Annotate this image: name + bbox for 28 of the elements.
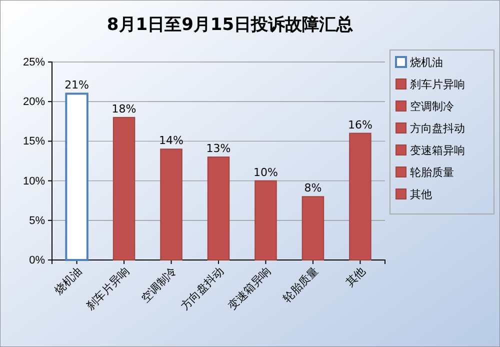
- x-tick-label: 烧机油: [52, 264, 85, 298]
- y-tick-label: 0%: [29, 254, 46, 267]
- data-label: 14%: [159, 134, 184, 148]
- category-label: 变速箱异响: [410, 144, 465, 157]
- y-tick-label: 15%: [22, 136, 46, 148]
- category-label: 其他: [410, 188, 432, 201]
- data-label: 13%: [206, 142, 231, 156]
- data-label: 21%: [64, 78, 90, 92]
- x-tick-label: 空调制冷: [138, 264, 180, 305]
- x-tick-label: 变速箱异响: [225, 264, 274, 313]
- data-label: 8%: [304, 182, 322, 195]
- data-label: 18%: [112, 102, 136, 116]
- category-label: 空调制冷: [410, 100, 454, 113]
- y-tick-label: 20%: [22, 96, 46, 108]
- y-tick-label: 5%: [29, 214, 46, 227]
- category-label: 轮胎质量: [410, 166, 454, 179]
- category-label: 烧机油: [410, 56, 443, 69]
- category-label: 刹车片异响: [410, 78, 465, 91]
- x-tick-label: 刹车片异响: [84, 264, 132, 313]
- y-tick-label: 10%: [22, 175, 46, 188]
- y-tick-label: 25%: [22, 56, 46, 69]
- data-label: 16%: [348, 118, 372, 132]
- chart-title: 8月1日至9月15日投诉故障汇总: [106, 15, 354, 35]
- x-tick-label: 轮胎质量: [280, 264, 321, 305]
- x-tick-label: 方向盘抖动: [178, 264, 226, 313]
- category-label: 方向盘抖动: [410, 122, 465, 135]
- x-tick-label: 其他: [343, 264, 368, 290]
- data-label: 10%: [254, 166, 278, 179]
